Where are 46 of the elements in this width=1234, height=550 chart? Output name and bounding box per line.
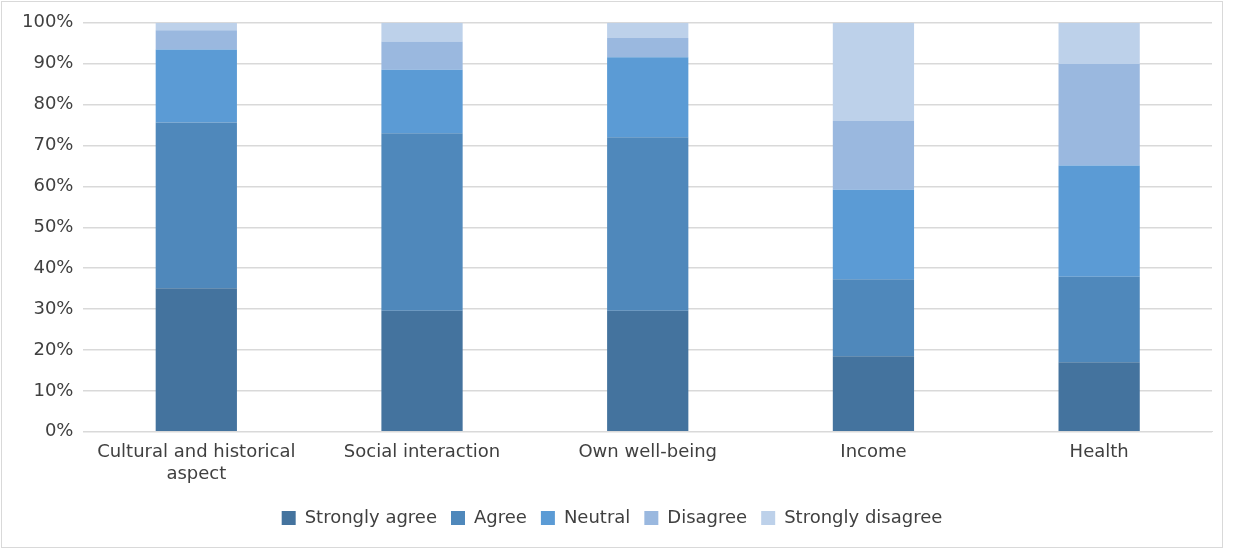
bar bbox=[832, 356, 915, 432]
bar bbox=[381, 41, 463, 70]
bar bbox=[1058, 64, 1140, 166]
y-tick-label: 50% bbox=[33, 214, 74, 236]
x-tick-label: Income bbox=[840, 440, 907, 462]
legend-label: Neutral bbox=[563, 505, 631, 527]
bar bbox=[381, 310, 463, 432]
bar bbox=[381, 22, 463, 42]
y-tick-label: 30% bbox=[33, 296, 74, 318]
y-tick-label: 60% bbox=[33, 174, 74, 196]
y-tick-label: 100% bbox=[21, 10, 74, 32]
x-tick-label: Health bbox=[1069, 440, 1129, 462]
x-tick-label: Cultural and historical aspect bbox=[97, 440, 296, 483]
bar bbox=[607, 22, 689, 38]
legend-label: Strongly agree bbox=[304, 505, 438, 527]
bar bbox=[832, 189, 915, 280]
bar bbox=[832, 22, 915, 121]
y-tick-label: 90% bbox=[33, 51, 74, 73]
bar bbox=[155, 30, 237, 50]
bar bbox=[1058, 165, 1140, 277]
bar bbox=[155, 288, 237, 432]
y-tick-label: 40% bbox=[33, 255, 74, 277]
y-tick-label: 70% bbox=[33, 133, 74, 155]
y-tick-label: 10% bbox=[33, 378, 74, 400]
bar bbox=[607, 310, 689, 432]
bar bbox=[832, 120, 915, 190]
y-tick-label: 20% bbox=[33, 337, 74, 359]
bar bbox=[381, 69, 463, 134]
bar bbox=[381, 133, 463, 311]
x-tick-label: Own well-being bbox=[578, 440, 718, 462]
bar bbox=[1058, 22, 1140, 65]
legend-label: Strongly disagree bbox=[784, 505, 943, 527]
legend-label: Agree bbox=[474, 505, 527, 527]
bar bbox=[832, 279, 915, 357]
bar bbox=[155, 122, 237, 289]
bar bbox=[1058, 362, 1140, 432]
bar bbox=[607, 137, 689, 311]
bar bbox=[155, 22, 237, 31]
y-tick-label: 80% bbox=[33, 92, 74, 114]
legend-label: Disagree bbox=[667, 505, 748, 527]
bar bbox=[607, 57, 689, 138]
x-tick-label: Social interaction bbox=[343, 440, 501, 462]
bar bbox=[1058, 276, 1140, 363]
bar bbox=[155, 49, 237, 123]
y-tick-label: 0% bbox=[44, 419, 74, 441]
bar bbox=[607, 37, 689, 58]
